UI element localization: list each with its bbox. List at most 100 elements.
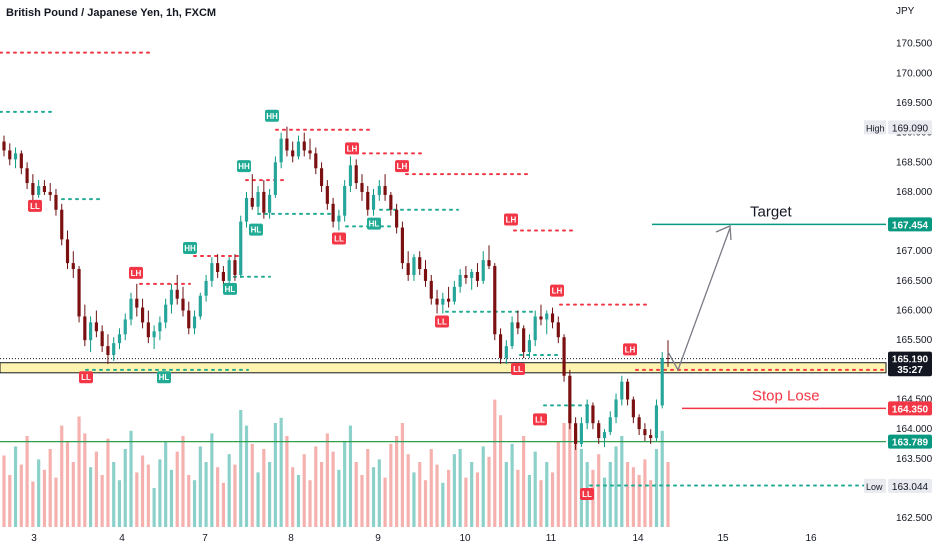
swing-marker-label: HH: [266, 112, 278, 121]
y-tick-label: 164.500: [896, 394, 932, 405]
candle-body: [37, 186, 41, 195]
swing-marker-badge: [580, 488, 594, 501]
volume-bar: [579, 449, 583, 527]
swing-marker-badge: [183, 241, 197, 254]
candle-body: [244, 197, 249, 222]
volume-bar: [319, 462, 324, 527]
volume-bar: [227, 454, 231, 527]
candle-body: [13, 153, 18, 160]
swing-marker-label: LL: [334, 234, 344, 243]
volume-bar: [233, 464, 237, 527]
candle-body: [429, 280, 433, 299]
volume-bar: [112, 462, 116, 527]
candle-body: [516, 322, 520, 329]
candle-body: [539, 316, 543, 320]
price-tag-bg: [888, 351, 932, 366]
volume-bar: [481, 446, 485, 527]
candle-body: [25, 168, 29, 184]
swing-marker-badge: [345, 142, 359, 155]
x-tick-label: 7: [202, 533, 208, 544]
volume-bar: [550, 472, 555, 527]
volume-bar: [221, 482, 225, 527]
swing-marker-label: LH: [506, 216, 517, 225]
x-tick-label: 15: [717, 533, 729, 544]
volume-bar: [19, 464, 23, 527]
candle-body: [562, 337, 566, 376]
candle-body: [175, 289, 179, 299]
volume-bar: [94, 451, 98, 527]
volume-bar: [608, 462, 612, 527]
candle-body: [117, 334, 122, 344]
candle-body: [498, 334, 503, 358]
candle-body: [54, 194, 58, 210]
volume-bar: [614, 446, 618, 527]
volume-bar: [666, 462, 670, 527]
candle-body: [77, 269, 81, 317]
swing-marker-ll: LL: [580, 488, 594, 501]
time-axis-layer[interactable]: 3 4 7 8 9 10 11 14 15 16: [31, 533, 817, 544]
volume-bar: [37, 459, 41, 527]
volume-bar: [510, 443, 514, 527]
price-tag-value: 163.789: [892, 438, 929, 449]
price-tag-bg: [888, 217, 932, 232]
arrow-head: [715, 225, 732, 241]
volume-bar: [366, 449, 370, 527]
price-tag-bg: [888, 120, 932, 135]
volume-bar: [256, 472, 260, 527]
candle-body: [550, 313, 555, 323]
volume-bar: [239, 410, 243, 527]
candle-body: [112, 343, 116, 356]
candle-body: [574, 423, 578, 444]
volume-bar: [487, 456, 491, 527]
volume-bar: [291, 467, 295, 527]
candle-body: [164, 304, 168, 323]
candle-body: [83, 316, 87, 341]
volume-bar: [360, 475, 364, 527]
x-tick-label: 11: [546, 533, 557, 544]
volume-bar: [106, 438, 110, 527]
volume-bar: [216, 467, 220, 527]
volume-bar: [637, 475, 641, 527]
swing-marker-badge: [332, 232, 346, 245]
swing-marker-hl: HL: [157, 371, 171, 384]
swing-marker-hl: HL: [249, 223, 263, 236]
volume-bar: [429, 449, 433, 527]
y-tick-label: 167.000: [896, 246, 932, 257]
candle-body: [319, 168, 324, 187]
volume-bar: [556, 441, 560, 527]
candle-body: [192, 316, 197, 329]
swing-marker-hl: HL: [223, 282, 237, 295]
price-axis-layer[interactable]: 170.500170.000169.500169.000168.500168.0…: [896, 39, 932, 524]
candle-body: [360, 183, 364, 192]
volume-bar: [620, 436, 624, 527]
candle-body: [227, 260, 231, 281]
candle-body: [383, 186, 387, 195]
y-tick-label: 164.000: [896, 424, 932, 435]
volume-bar: [418, 462, 422, 527]
swing-marker-label: HL: [369, 220, 380, 229]
candle-body: [654, 405, 659, 439]
volume-bar: [389, 443, 393, 527]
candle-body: [366, 191, 370, 210]
swing-marker-label: LL: [30, 202, 40, 211]
candle-body: [475, 272, 480, 281]
swing-marker-badge: [223, 282, 237, 295]
y-tick-label: 170.500: [896, 39, 932, 50]
volume-bar: [314, 446, 318, 527]
candle-body: [435, 298, 439, 305]
candle-body: [602, 432, 607, 439]
candle-body: [464, 274, 468, 278]
volume-bar: [568, 410, 572, 527]
volume-bar: [539, 480, 543, 527]
candle-body: [42, 186, 47, 192]
candle-body: [395, 209, 399, 228]
volume-bar: [343, 441, 347, 527]
swing-marker-lh: LH: [504, 213, 518, 226]
y-tick-label: 169.500: [896, 98, 932, 109]
candle-body: [285, 138, 289, 151]
x-tick-label: 3: [31, 533, 37, 544]
candle-body: [129, 298, 133, 320]
